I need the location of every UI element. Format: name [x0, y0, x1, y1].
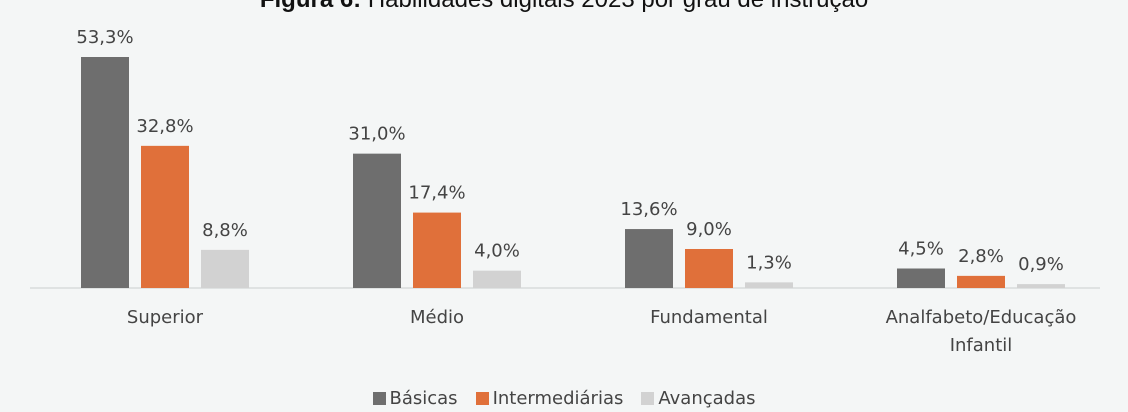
x-tick-label: Superior: [126, 307, 204, 328]
bar: [957, 275, 1005, 288]
legend-swatch: [475, 392, 489, 405]
value-label: 17,4%: [408, 183, 465, 204]
legend-item: Avançadas: [641, 388, 756, 409]
chart-title: Habilidades digitais 2023 por grau de in…: [368, 0, 868, 13]
value-label: 31,0%: [348, 124, 405, 145]
bar: [201, 249, 249, 288]
value-label: 9,0%: [686, 219, 732, 240]
value-label: 0,9%: [1018, 254, 1064, 275]
value-label: 8,8%: [202, 220, 248, 241]
bar: [413, 212, 461, 288]
legend-swatch: [641, 392, 655, 405]
chart-title-wrap: Figura 6: Habilidades digitais 2023 por …: [0, 0, 1128, 14]
bar: [745, 282, 793, 288]
legend: Básicas Intermediárias Avançadas: [0, 388, 1128, 409]
value-label: 32,8%: [136, 116, 193, 137]
bar: [473, 270, 521, 288]
value-label: 4,5%: [898, 238, 944, 259]
bar: [81, 57, 129, 288]
value-label: 4,0%: [474, 241, 520, 262]
bar: [1017, 284, 1065, 288]
bar: [625, 229, 673, 288]
value-label: 13,6%: [620, 199, 677, 220]
legend-label: Avançadas: [658, 388, 756, 409]
value-label: 2,8%: [958, 246, 1004, 267]
value-label: 1,3%: [746, 252, 792, 273]
legend-label: Intermediárias: [492, 388, 624, 409]
legend-label: Básicas: [389, 388, 458, 409]
bar: [353, 153, 401, 288]
legend-item: Básicas: [372, 388, 458, 409]
x-tick-label: Fundamental: [650, 307, 768, 328]
title-prefix: Figura 6:: [260, 0, 361, 13]
x-tick-label: Analfabeto/Educação Infantil: [885, 307, 1077, 356]
bar: [685, 248, 733, 288]
bar: [141, 145, 189, 288]
legend-item: Intermediárias: [475, 388, 624, 409]
value-label: 53,3%: [76, 27, 133, 48]
legend-swatch: [372, 392, 386, 405]
x-tick-label: Médio: [409, 307, 465, 328]
bar: [897, 268, 945, 288]
